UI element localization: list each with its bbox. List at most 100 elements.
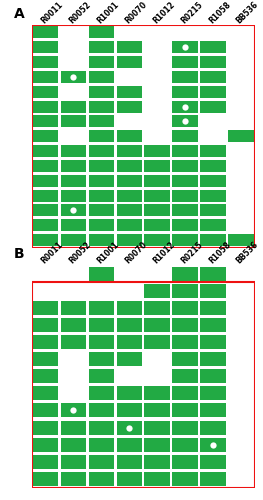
Bar: [33, 130, 58, 142]
Bar: [33, 318, 58, 332]
Bar: [33, 438, 58, 452]
Bar: [60, 438, 86, 452]
Bar: [173, 335, 198, 349]
Bar: [200, 100, 226, 112]
Bar: [117, 56, 142, 68]
Bar: [144, 145, 170, 157]
Bar: [173, 352, 198, 366]
Bar: [60, 455, 86, 469]
Text: R1058: R1058: [207, 240, 232, 265]
Bar: [89, 234, 114, 246]
Bar: [117, 174, 142, 187]
Bar: [200, 318, 226, 332]
Bar: [89, 86, 114, 98]
Text: R0052: R0052: [67, 0, 92, 25]
Bar: [200, 472, 226, 486]
Bar: [200, 145, 226, 157]
Text: R1001: R1001: [95, 240, 120, 265]
Bar: [117, 145, 142, 157]
Bar: [89, 145, 114, 157]
Bar: [117, 190, 142, 202]
Bar: [33, 335, 58, 349]
Bar: [60, 404, 86, 417]
Bar: [89, 404, 114, 417]
Bar: [173, 145, 198, 157]
Bar: [60, 174, 86, 187]
Text: R0070: R0070: [123, 240, 148, 265]
Text: R0011: R0011: [39, 240, 64, 265]
Bar: [89, 41, 114, 54]
Bar: [200, 335, 226, 349]
Bar: [117, 352, 142, 366]
Bar: [117, 404, 142, 417]
Bar: [200, 204, 226, 216]
Bar: [117, 318, 142, 332]
Bar: [89, 335, 114, 349]
Bar: [117, 204, 142, 216]
Bar: [144, 234, 170, 246]
Text: R0070: R0070: [123, 0, 148, 25]
Bar: [33, 404, 58, 417]
Bar: [117, 301, 142, 315]
Bar: [33, 234, 58, 246]
Bar: [173, 190, 198, 202]
Text: R1001: R1001: [95, 0, 120, 25]
Bar: [89, 420, 114, 434]
Bar: [144, 420, 170, 434]
Bar: [117, 160, 142, 172]
Bar: [173, 100, 198, 112]
Bar: [33, 369, 58, 384]
Bar: [60, 335, 86, 349]
Bar: [89, 266, 114, 280]
Bar: [144, 301, 170, 315]
Bar: [89, 301, 114, 315]
Bar: [33, 71, 58, 83]
Bar: [200, 71, 226, 83]
Bar: [200, 56, 226, 68]
Bar: [33, 116, 58, 128]
Bar: [144, 174, 170, 187]
Bar: [33, 352, 58, 366]
Bar: [144, 204, 170, 216]
Bar: [144, 190, 170, 202]
Bar: [60, 145, 86, 157]
Bar: [200, 86, 226, 98]
Bar: [200, 234, 226, 246]
Bar: [173, 71, 198, 83]
Bar: [89, 190, 114, 202]
Bar: [173, 130, 198, 142]
Bar: [89, 455, 114, 469]
Bar: [117, 386, 142, 400]
Bar: [144, 404, 170, 417]
Bar: [200, 41, 226, 54]
Text: R0011: R0011: [39, 0, 64, 25]
Bar: [60, 190, 86, 202]
Bar: [200, 219, 226, 232]
Bar: [144, 284, 170, 298]
Bar: [60, 219, 86, 232]
Bar: [200, 386, 226, 400]
Bar: [89, 160, 114, 172]
Bar: [173, 234, 198, 246]
Bar: [33, 41, 58, 54]
Bar: [117, 219, 142, 232]
Bar: [33, 472, 58, 486]
Bar: [144, 438, 170, 452]
Bar: [173, 219, 198, 232]
Bar: [33, 56, 58, 68]
Bar: [144, 318, 170, 332]
Bar: [89, 386, 114, 400]
Bar: [173, 472, 198, 486]
Text: A: A: [14, 6, 24, 20]
Bar: [33, 86, 58, 98]
Bar: [60, 234, 86, 246]
Bar: [33, 160, 58, 172]
Bar: [117, 420, 142, 434]
Bar: [33, 174, 58, 187]
Bar: [200, 301, 226, 315]
Bar: [117, 335, 142, 349]
Bar: [33, 455, 58, 469]
Bar: [173, 266, 198, 280]
Bar: [173, 284, 198, 298]
Bar: [60, 160, 86, 172]
